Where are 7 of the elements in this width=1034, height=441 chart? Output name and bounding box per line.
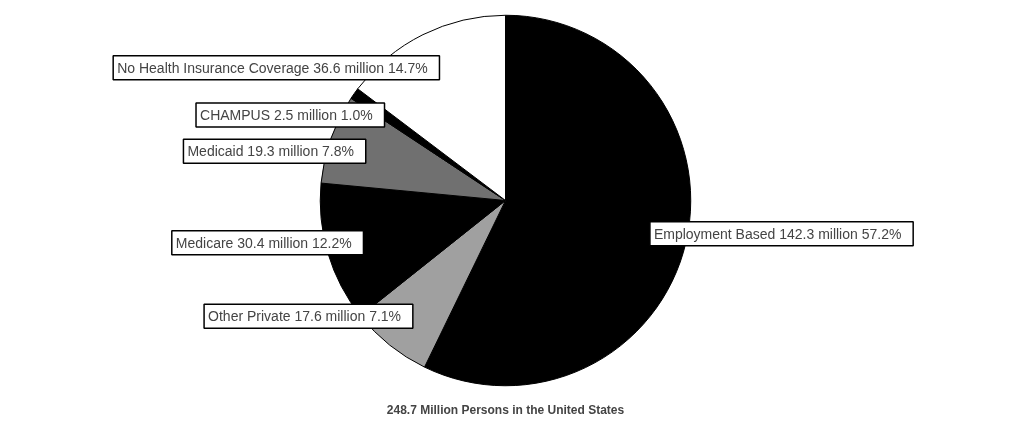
slice-label: Other Private 17.6 million 7.1% <box>208 308 402 325</box>
slice-label: Medicare 30.4 million 12.2% <box>175 234 352 251</box>
text: 248.7 Million Persons in the United States <box>386 402 625 417</box>
slice-label: Employment Based 142.3 million 57.2% <box>653 225 902 242</box>
slice-label: CHAMPUS 2.5 million 1.0% <box>200 106 373 123</box>
slice-label: Medicaid 19.3 million 7.8% <box>187 143 354 160</box>
slice-label: No Health Insurance Coverage 36.6 million 14.7% <box>117 59 428 76</box>
